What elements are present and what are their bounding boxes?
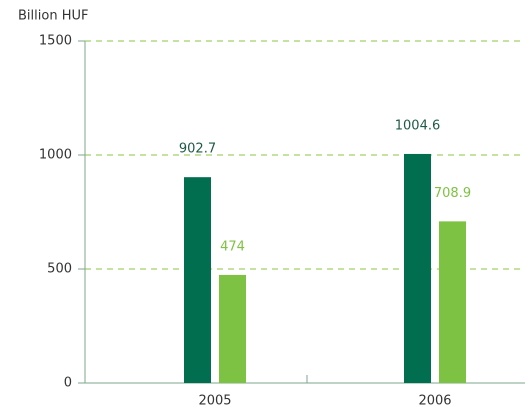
y-tick-label: 1000 — [39, 148, 72, 163]
y-tick-label: 1500 — [39, 34, 72, 49]
x-tick-label: 2005 — [198, 394, 231, 409]
bar — [404, 153, 431, 383]
value-label: 474 — [220, 239, 245, 254]
bar — [219, 274, 246, 383]
y-tick-label: 500 — [47, 262, 72, 277]
x-tick-label: 2006 — [418, 394, 451, 409]
bar — [184, 177, 211, 383]
bar — [439, 221, 466, 383]
value-label: 1004.6 — [395, 118, 441, 133]
y-axis-label: Billion HUF — [18, 9, 88, 24]
y-tick-label: 0 — [64, 376, 72, 391]
value-label: 708.9 — [434, 186, 471, 201]
value-label: 902.7 — [179, 142, 216, 157]
